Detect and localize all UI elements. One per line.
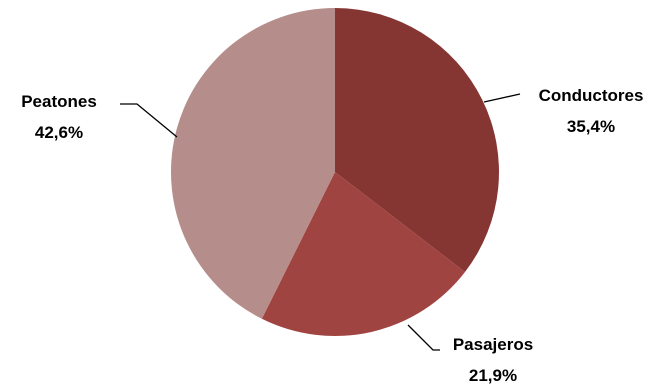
label-conductores-value: 35,4%	[567, 117, 615, 136]
leader-lines	[120, 93, 521, 351]
label-pasajeros-value: 21,9%	[469, 366, 517, 385]
label-pasajeros-name: Pasajeros	[453, 335, 533, 354]
leader-line-pasajeros	[407, 324, 440, 351]
label-peatones-value: 42,6%	[35, 123, 83, 142]
leader-line-peatones	[120, 103, 178, 138]
label-conductores-name: Conductores	[539, 86, 644, 105]
pie-slices	[170, 7, 499, 337]
pie-slice-pasajeros	[261, 172, 465, 337]
pie-slice-peatones	[170, 7, 335, 319]
pie-slice-conductores	[335, 8, 499, 272]
label-peatones-name: Peatones	[21, 92, 97, 111]
leader-line-conductores	[483, 93, 521, 103]
